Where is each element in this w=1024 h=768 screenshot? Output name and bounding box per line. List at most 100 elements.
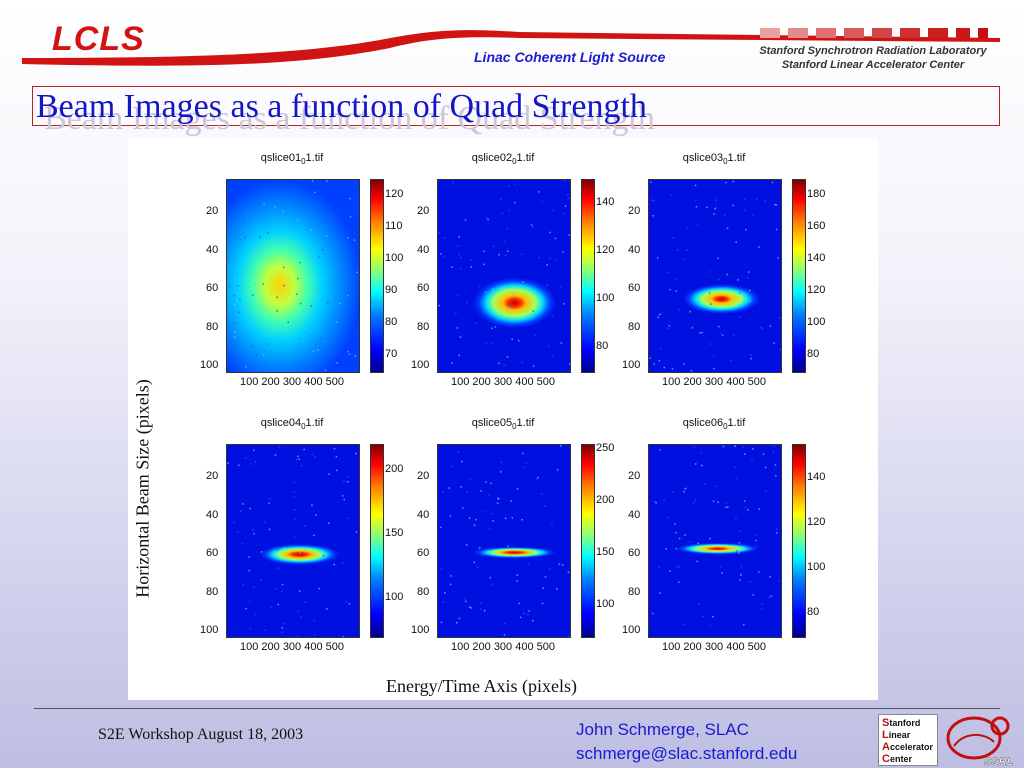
y-tick-label: 40 [628, 508, 641, 521]
y-tick-label: 20 [628, 470, 641, 483]
slac-logo-line: Linear [882, 729, 911, 741]
slac-logo-line: Center [882, 753, 912, 765]
x-tick-labels: 100 200 300 400 500 [451, 376, 555, 388]
colorbar [792, 179, 806, 373]
y-tick-label: 60 [417, 547, 430, 560]
colorbar-tick-label: 200 [385, 462, 404, 475]
panel-title: qslice0401.tif [260, 417, 324, 432]
colorbar-tick-label: 250 [596, 442, 615, 455]
y-tick-label: 20 [206, 205, 219, 218]
y-tick-label: 60 [206, 282, 219, 295]
panel-title: qslice0101.tif [260, 152, 324, 167]
panel-title: qslice0301.tif [682, 152, 746, 167]
header-stripes [760, 28, 988, 38]
lab-line-2: Stanford Linear Accelerator Center [781, 59, 965, 71]
lcls-logo: LCLS [52, 20, 145, 58]
y-tick-label: 40 [206, 243, 219, 256]
x-axis-label: Energy/Time Axis (pixels) [386, 676, 578, 696]
y-tick-label: 20 [417, 470, 430, 483]
colorbar-tick-label: 140 [596, 196, 615, 208]
lab-line-1: Stanford Synchrotron Radiation Laborator… [759, 45, 987, 57]
colorbar-tick-label: 80 [385, 316, 398, 328]
colorbar-tick-label: 100 [596, 597, 615, 610]
y-tick-label: 80 [206, 585, 219, 598]
panel-title: qslice0201.tif [471, 152, 535, 167]
svg-text:SSRL: SSRL [984, 756, 1014, 768]
colorbar [370, 444, 384, 638]
colorbar-tick-label: 200 [596, 494, 615, 507]
y-tick-label: 80 [417, 585, 430, 598]
colorbar-tick-label: 100 [807, 561, 826, 574]
colorbar-tick-label: 150 [596, 545, 615, 558]
panel-title: qslice0501.tif [471, 417, 535, 432]
colorbar-tick-label: 180 [807, 188, 826, 200]
colorbar-tick-label: 80 [807, 606, 820, 619]
colorbar-tick-label: 120 [596, 244, 615, 256]
y-tick-label: 60 [628, 282, 641, 295]
y-tick-label: 40 [417, 508, 430, 521]
colorbar-tick-label: 90 [385, 284, 398, 296]
y-tick-label: 100 [200, 624, 219, 636]
colorbar [792, 444, 806, 638]
colorbar-tick-label: 80 [807, 348, 820, 360]
y-tick-label: 60 [417, 282, 430, 295]
slac-logo-line: Stanford [882, 717, 921, 729]
y-tick-label: 100 [411, 359, 430, 371]
colorbar-tick-label: 100 [385, 590, 404, 603]
panel-title: qslice0601.tif [682, 417, 746, 432]
beam-heatmap [226, 444, 360, 638]
colorbar [581, 179, 595, 373]
colorbar-tick-label: 70 [385, 348, 398, 360]
footer-author: John Schmerge, SLAC [576, 720, 749, 739]
colorbar-tick-label: 110 [385, 220, 403, 232]
beam-heatmap [437, 179, 571, 373]
x-tick-labels: 100 200 300 400 500 [662, 641, 766, 653]
colorbar-tick-label: 80 [596, 340, 609, 352]
footer-event: S2E Workshop August 18, 2003 [98, 726, 304, 743]
colorbar-tick-label: 100 [807, 316, 826, 328]
beam-heatmap [648, 179, 782, 373]
x-tick-labels: 100 200 300 400 500 [240, 641, 344, 653]
footer-email[interactable]: schmerge@slac.stanford.edu [576, 744, 798, 763]
slac-logo: Stanford Linear Accelerator Center [878, 714, 938, 766]
colorbar-tick-label: 160 [807, 220, 826, 232]
y-axis-label: Horizontal Beam Size (pixels) [132, 379, 153, 598]
header-lab-names: Stanford Synchrotron Radiation Laborator… [738, 44, 1008, 72]
y-tick-label: 60 [628, 547, 641, 560]
y-tick-label: 60 [206, 547, 219, 560]
y-tick-label: 100 [622, 359, 641, 371]
y-tick-label: 100 [411, 624, 430, 636]
y-tick-label: 20 [417, 205, 430, 218]
beam-image-figure: Horizontal Beam Size (pixels) Energy/Tim… [128, 138, 878, 700]
colorbar-tick-label: 120 [807, 516, 826, 529]
ssrl-logo-icon: SSRL [946, 716, 1014, 768]
y-tick-label: 40 [417, 243, 430, 256]
beam-heatmap [648, 444, 782, 638]
x-tick-labels: 100 200 300 400 500 [240, 376, 344, 388]
colorbar-tick-label: 140 [807, 252, 826, 264]
colorbar-tick-label: 120 [807, 284, 826, 296]
colorbar [370, 179, 384, 373]
y-tick-label: 80 [628, 320, 641, 333]
header-subtitle: Linac Coherent Light Source [474, 49, 666, 65]
beam-heatmap [226, 179, 360, 373]
colorbar-tick-label: 150 [385, 526, 404, 539]
colorbar-tick-label: 100 [596, 292, 615, 304]
header-swoosh [22, 30, 1000, 66]
y-tick-label: 40 [628, 243, 641, 256]
y-tick-label: 80 [628, 585, 641, 598]
colorbar [581, 444, 595, 638]
title-frame [32, 86, 1000, 126]
colorbar-tick-label: 100 [385, 252, 404, 264]
x-tick-labels: 100 200 300 400 500 [451, 641, 555, 653]
y-tick-label: 80 [206, 320, 219, 333]
y-tick-label: 20 [206, 470, 219, 483]
y-tick-label: 20 [628, 205, 641, 218]
slide-title: Beam Images as a function of Quad Streng… [36, 88, 647, 125]
footer-divider [34, 708, 1000, 709]
colorbar-tick-label: 140 [807, 470, 826, 483]
colorbar-tick-label: 120 [385, 188, 404, 200]
beam-heatmap [437, 444, 571, 638]
y-tick-label: 100 [200, 359, 219, 371]
y-tick-label: 100 [622, 624, 641, 636]
